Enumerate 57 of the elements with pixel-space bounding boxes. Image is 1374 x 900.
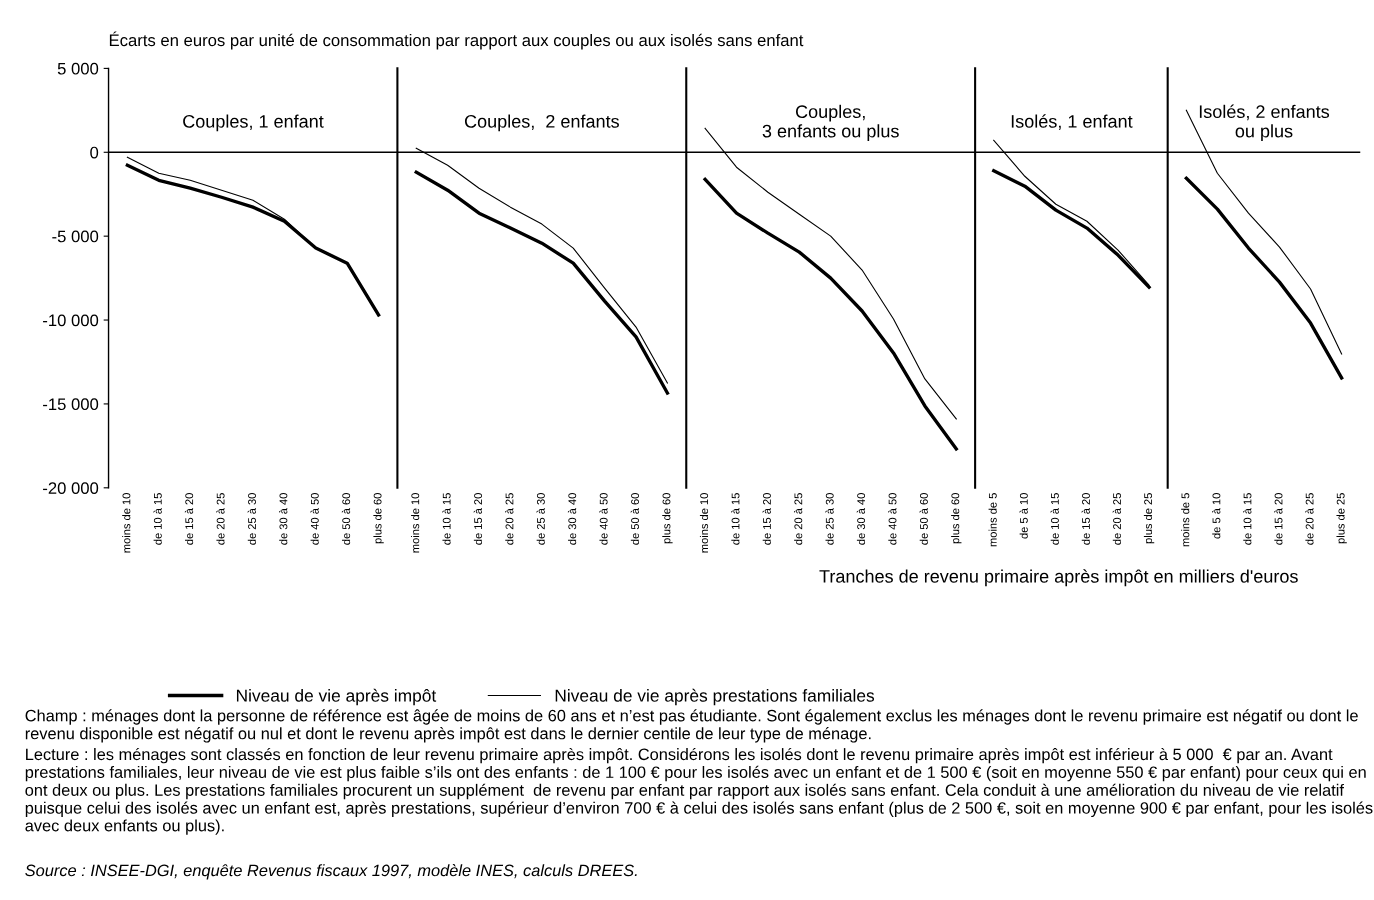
x-tick-label: de 20 à 25 <box>1305 493 1314 545</box>
text: Champ : ménages dont la personne de référence est âgée de moins de 60 ans et n’est pas étudiante. Sont également exclus les ménages dont le revenu primaire est négatif ou dont le revenu disponible est négatif ou nul et dont le revenu après impôt est dans le dernier centile de leur type de ménage. <box>25 709 1358 743</box>
text: Lecture : les ménages sont classés en fonction de leur revenu primaire après impôt. Considérons les isolés dont le revenu primaire après impôt est inférieur à 5 000 € par an. Avant prestations familiales, leur niveau de vie est plus faible s’ils ont des enfants : de 1 100 € pour les isolés avec un enfant et de 1 500 € (soit en moyenne 550 € par enfant) pour ceux qui en ont deux ou plus. Les prestations familiales procurent un supplément de revenu par enfant par rapport aux isolés sans enfant. Cela conduit à une amélioration du niveau de vie relatif puisque celui des isolés avec un enfant est, après prestations, supérieur d’environ 700 € à celui des isolés sans enfant (plus de 2 500 €, soit en moyenne 900 € par enfant, pour les isolés avec deux enfants ou plus). <box>25 747 1373 835</box>
x-tick-label: de 50 à 60 <box>919 493 928 545</box>
source-note: Source : INSEE-DGI, enquête Revenus fiscaux 1997, modèle INES, calculs DREES. <box>25 864 637 880</box>
x-tick-label: de 30 à 40 <box>279 493 288 545</box>
x-tick-label: de 10 à 15 <box>731 493 740 545</box>
x-tick-label: de 10 à 15 <box>1050 493 1059 545</box>
x-tick-label: de 40 à 50 <box>599 493 608 545</box>
text: Isolés, 2 enfants ou plus <box>1199 104 1330 142</box>
x-tick-label: moins de 10 <box>699 493 709 553</box>
x-axis-title: Tranches de revenu primaire après impôt en milliers d'euros <box>819 569 1298 587</box>
x-tick-label: plus de 60 <box>373 493 384 544</box>
x-tick-label: moins de 5 <box>1181 493 1190 547</box>
y-tick-label: 5 000 <box>57 62 99 75</box>
x-tick-label: moins de 5 <box>988 493 997 547</box>
x-tick-label: de 25 à 30 <box>536 493 545 545</box>
x-tick-label: de 10 à 15 <box>442 493 451 545</box>
text: Écarts en euros par unité de consommation par rapport aux couples ou aux isolés sans enfant <box>109 31 804 50</box>
x-tick-label: de 15 à 20 <box>762 493 771 545</box>
x-tick-label: de 15 à 20 <box>1274 493 1283 545</box>
x-tick-label: plus de 25 <box>1336 493 1347 544</box>
x-tick-label: moins de 10 <box>122 493 131 553</box>
x-tick-label: plus de 60 <box>951 493 962 544</box>
x-tick-label: de 20 à 25 <box>1112 493 1121 545</box>
y-tick-label: -5 000 <box>52 230 99 243</box>
x-tick-label: de 50 à 60 <box>341 493 351 545</box>
y-tick-label: -10 000 <box>43 314 99 327</box>
x-tick-label: de 20 à 25 <box>793 493 803 545</box>
x-tick-label: de 10 à 15 <box>153 493 162 545</box>
x-tick-label: de 25 à 30 <box>825 493 834 545</box>
y-tick-label: -15 000 <box>43 398 99 411</box>
x-tick-label: de 50 à 60 <box>630 493 640 545</box>
x-tick-label: de 5 à 10 <box>1019 493 1028 539</box>
x-tick-label: de 5 à 10 <box>1212 493 1221 539</box>
x-tick-label: de 40 à 50 <box>888 493 897 545</box>
x-tick-label: de 15 à 20 <box>473 493 483 545</box>
y-tick-label: 0 <box>90 146 99 159</box>
x-tick-label: de 30 à 40 <box>567 493 577 545</box>
x-tick-label: de 20 à 25 <box>216 493 225 545</box>
x-tick-label: de 30 à 40 <box>856 493 866 545</box>
legend-label: Niveau de vie après impôt <box>236 688 437 706</box>
y-tick-label: -20 000 <box>43 482 99 494</box>
x-tick-label: plus de 60 <box>662 493 673 544</box>
x-tick-label: de 15 à 20 <box>1081 493 1090 545</box>
legend-label: Niveau de vie après prestations familiales <box>555 688 875 706</box>
x-tick-label: de 25 à 30 <box>247 493 256 545</box>
x-tick-label: de 10 à 15 <box>1243 493 1252 545</box>
text: Couples, 3 enfants ou plus <box>762 104 899 142</box>
x-tick-label: de 20 à 25 <box>505 493 514 545</box>
x-tick-label: moins de 10 <box>411 493 420 553</box>
text: Couples, 1 enfant <box>183 114 324 132</box>
text: Isolés, 1 enfant <box>1011 114 1133 130</box>
x-tick-label: de 15 à 20 <box>184 493 194 545</box>
x-tick-label: plus de 25 <box>1143 493 1155 544</box>
text: Couples, 2 enfants <box>464 114 619 132</box>
x-tick-label: de 40 à 50 <box>310 493 319 545</box>
